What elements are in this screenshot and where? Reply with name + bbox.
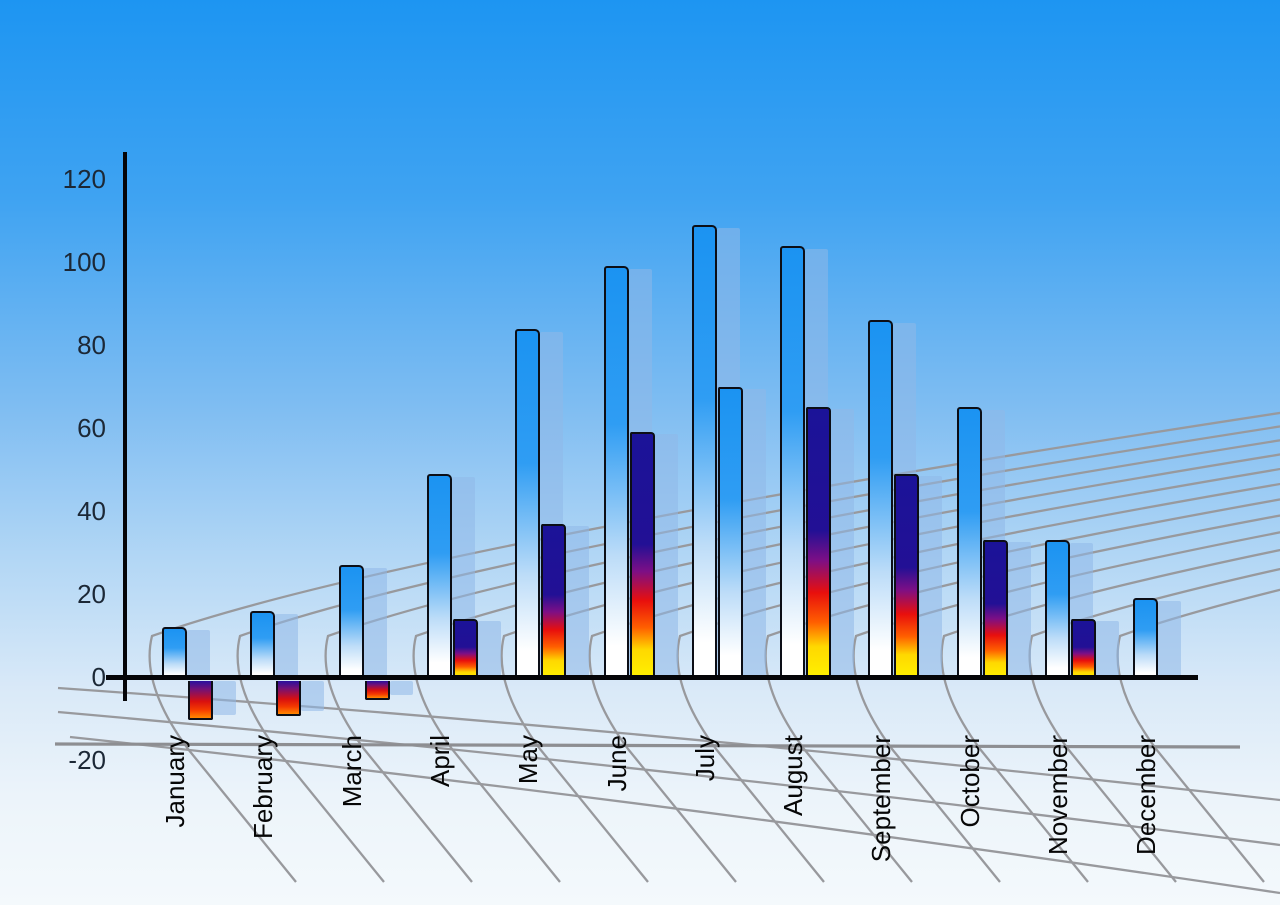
bar-secondary-echo-september bbox=[919, 475, 943, 679]
bar-secondary-echo-july bbox=[742, 388, 766, 679]
bar-secondary-may bbox=[541, 523, 567, 679]
bar-primary-july bbox=[691, 224, 717, 679]
grid-lower-line-2 bbox=[69, 735, 1280, 895]
bar-primary-june bbox=[603, 266, 629, 679]
bar-secondary-echo-april bbox=[477, 620, 501, 679]
grid-lower-line-0 bbox=[57, 686, 1280, 802]
bar-primary-echo-february bbox=[275, 613, 299, 679]
bar-primary-august bbox=[780, 245, 806, 679]
bar-secondary-june bbox=[629, 432, 655, 679]
bar-secondary-echo-june bbox=[654, 434, 678, 679]
bar-secondary-echo-may bbox=[566, 525, 590, 679]
bar-secondary-november bbox=[1071, 618, 1096, 679]
bar-primary-october bbox=[956, 407, 982, 679]
bar-secondary-echo-march bbox=[389, 681, 413, 695]
bar-secondary-july bbox=[717, 386, 743, 679]
bar-secondary-echo-january bbox=[213, 681, 236, 716]
grid-curve-11 bbox=[1116, 588, 1280, 883]
bar-secondary-echo-february bbox=[301, 681, 325, 712]
bar-primary-may bbox=[515, 328, 541, 679]
bar-secondary-echo-august bbox=[831, 409, 855, 679]
bar-secondary-september bbox=[894, 473, 920, 679]
bar-primary-december bbox=[1133, 598, 1159, 679]
bar-secondary-february bbox=[276, 681, 302, 717]
bar-primary-echo-march bbox=[363, 568, 387, 679]
x-axis-zero-line bbox=[106, 675, 1198, 680]
bar-secondary-echo-october bbox=[1007, 542, 1031, 679]
bar-primary-february bbox=[250, 610, 276, 679]
grid-curve-9 bbox=[940, 548, 1280, 883]
bar-primary-november bbox=[1045, 540, 1070, 679]
bar-secondary-october bbox=[982, 540, 1008, 679]
bar-primary-echo-december bbox=[1158, 601, 1182, 679]
bar-primary-january bbox=[162, 627, 187, 679]
y-axis-line bbox=[123, 152, 127, 701]
bar-secondary-march bbox=[364, 681, 390, 700]
grid-curve-10 bbox=[1028, 567, 1280, 883]
bar-primary-march bbox=[338, 565, 364, 679]
bar-secondary-echo-november bbox=[1096, 620, 1119, 679]
bar-secondary-january bbox=[188, 681, 213, 721]
grid-lower-line-1 bbox=[57, 710, 1280, 847]
bar-secondary-august bbox=[806, 407, 832, 679]
bar-primary-april bbox=[426, 473, 452, 679]
grid-floor-line bbox=[54, 742, 1241, 749]
bar-primary-september bbox=[868, 320, 894, 679]
bar-primary-echo-january bbox=[187, 630, 210, 679]
bar-secondary-april bbox=[452, 618, 478, 679]
